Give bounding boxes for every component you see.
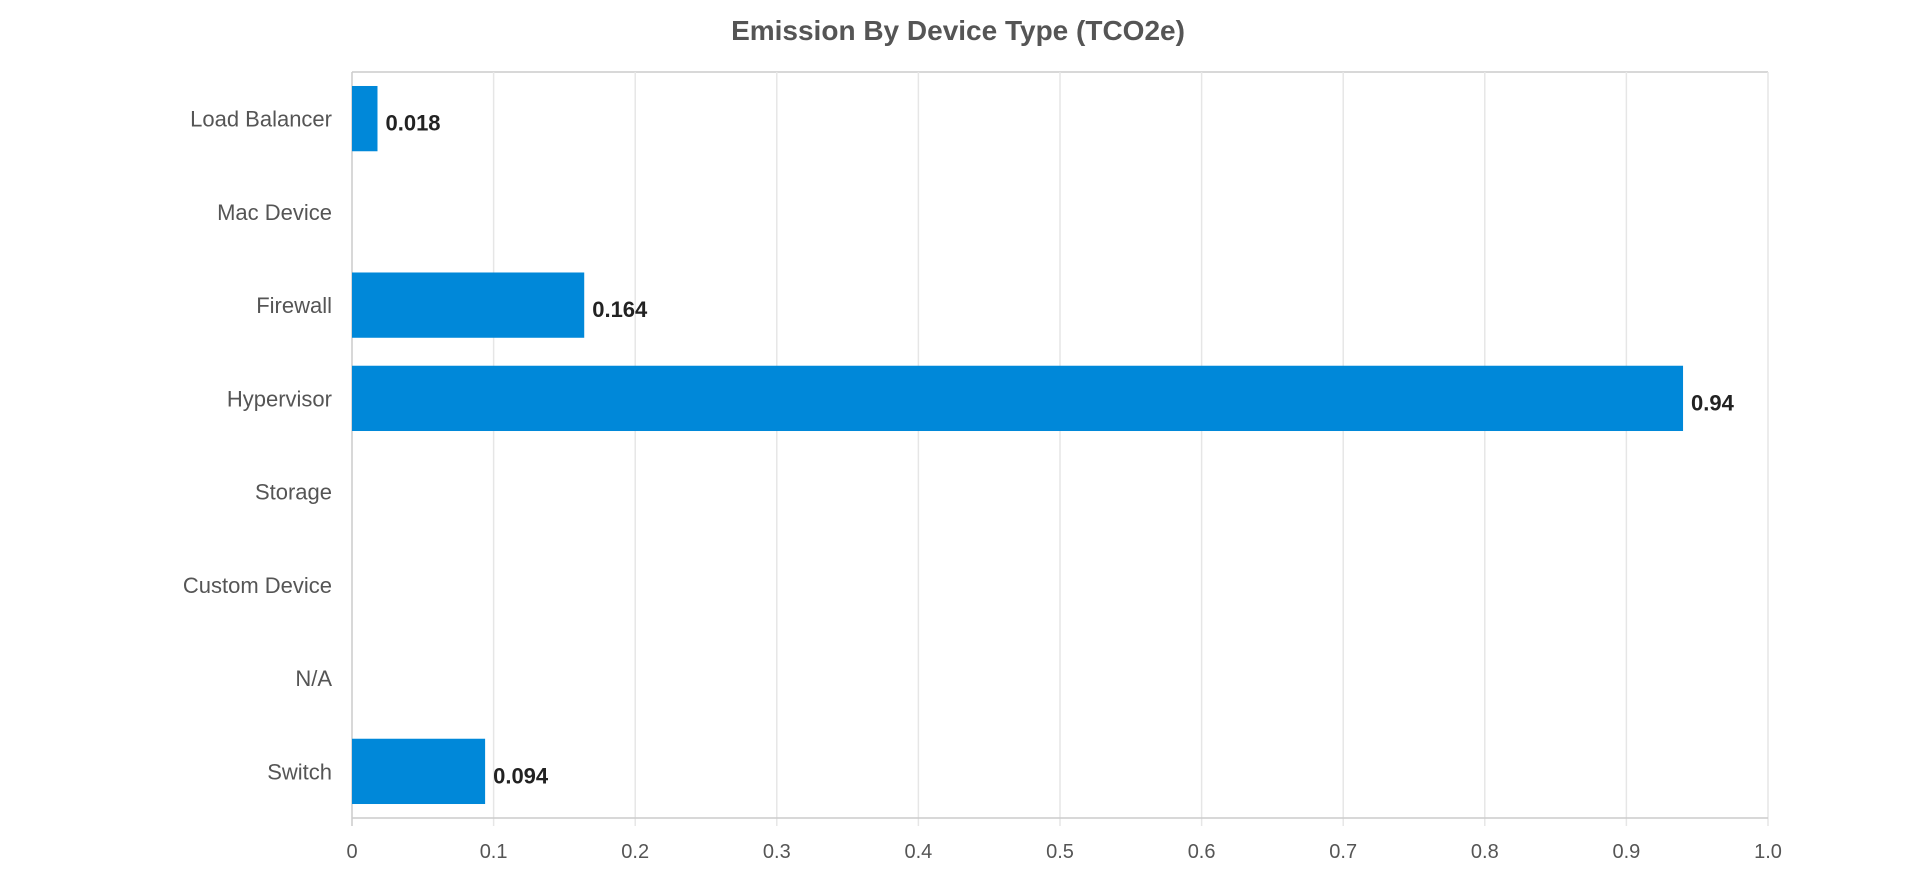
x-tick-label: 0.4 (904, 841, 932, 863)
category-label: Switch (267, 759, 332, 784)
x-tick-label: 0.9 (1612, 841, 1640, 863)
category-label: Mac Device (217, 200, 332, 225)
gridlines (351, 71, 1769, 826)
x-tick-label: 0.3 (763, 841, 791, 863)
x-tick-label: 0.8 (1471, 841, 1499, 863)
category-label: Load Balancer (190, 107, 332, 132)
data-label: 0.018 (385, 111, 440, 136)
chart-title: Emission By Device Type (TCO2e) (731, 15, 1185, 46)
x-tick-label: 0.2 (621, 841, 649, 863)
data-label: 0.094 (493, 763, 549, 788)
bar (352, 85, 378, 152)
data-label: 0.164 (592, 297, 648, 322)
x-tick-label: 0.7 (1329, 841, 1357, 863)
category-labels: Load Balancer Mac Device Firewall Hyperviso… (183, 107, 332, 785)
category-label: N/A (295, 666, 332, 691)
x-tick-label: 0 (346, 841, 357, 863)
bar (352, 365, 1684, 432)
category-label: Firewall (256, 293, 332, 318)
bars (352, 85, 1684, 805)
category-label: Storage (255, 480, 332, 505)
data-label: 0.94 (1691, 390, 1735, 415)
x-tick-label: 1.0 (1754, 841, 1782, 863)
bar (352, 738, 486, 805)
x-axis-ticks: 0 0.1 0.2 0.3 0.4 0.5 0.6 0.7 0.8 0.9 1.0 (346, 841, 1781, 863)
x-tick-label: 0.5 (1046, 841, 1074, 863)
category-label: Custom Device (183, 573, 332, 598)
x-tick-label: 0.1 (480, 841, 508, 863)
data-labels: 0.018 0.164 0.94 0.094 (385, 111, 1734, 789)
x-tick-label: 0.6 (1188, 841, 1216, 863)
bar (352, 272, 585, 338)
category-label: Hypervisor (227, 386, 332, 411)
